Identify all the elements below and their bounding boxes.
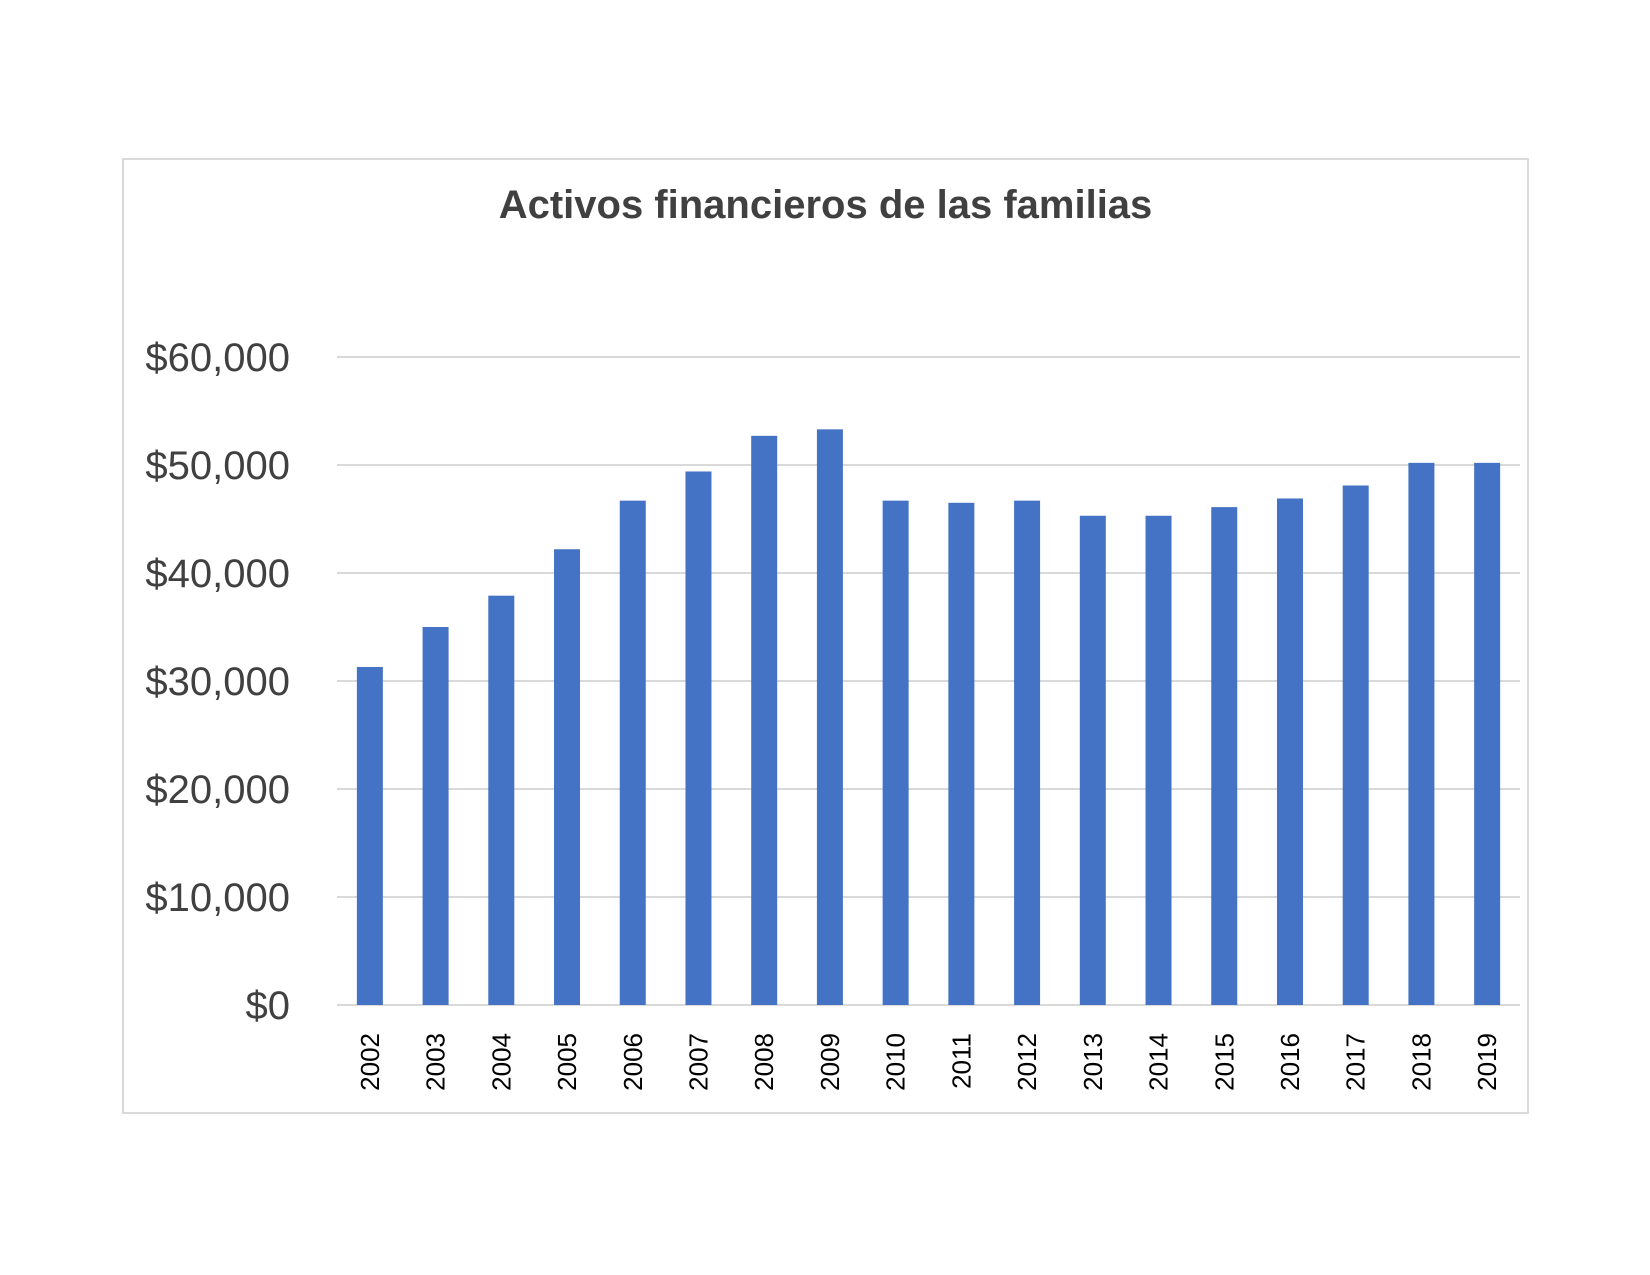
y-tick-label: $60,000 (145, 336, 290, 380)
x-tick-label: 2003 (421, 1033, 451, 1091)
bar-2018 (1408, 462, 1435, 1006)
y-tick-label: $30,000 (145, 660, 290, 704)
x-tick-label: 2007 (683, 1033, 713, 1091)
x-tick-label: 2012 (1012, 1033, 1042, 1091)
y-tick-label: $20,000 (145, 768, 290, 812)
chart-title: Activos financieros de las familias (498, 183, 1153, 227)
bar-2013 (1079, 515, 1106, 1005)
x-axis-ticks: 2002 2003 2004 2005 2006 2007 2008 2009 2010 2011… (355, 1033, 1502, 1091)
x-tick-label: 2011 (946, 1033, 976, 1089)
x-tick-label: 2006 (618, 1033, 648, 1091)
gridlines (337, 356, 1520, 1006)
x-tick-label: 2008 (749, 1033, 779, 1091)
y-tick-label: $50,000 (145, 444, 290, 488)
bar-2019 (1474, 462, 1501, 1006)
bar-2009 (816, 429, 843, 1005)
x-tick-label: 2004 (486, 1033, 516, 1091)
x-tick-label: 2002 (355, 1033, 385, 1091)
bar-2002 (356, 666, 383, 1005)
x-tick-label: 2013 (1078, 1033, 1108, 1091)
x-tick-label: 2010 (881, 1033, 911, 1091)
y-tick-label: $40,000 (145, 552, 290, 596)
x-tick-label: 2019 (1472, 1033, 1502, 1091)
x-tick-label: 2015 (1209, 1033, 1239, 1091)
bar-2003 (422, 627, 449, 1005)
x-tick-label: 2005 (552, 1033, 582, 1091)
bar-2008 (751, 435, 778, 1006)
bar-2012 (1014, 500, 1041, 1005)
x-tick-label: 2009 (815, 1033, 845, 1091)
x-tick-label: 2016 (1275, 1033, 1305, 1091)
bar-2011 (948, 502, 975, 1005)
bar-2006 (619, 500, 646, 1005)
x-tick-label: 2014 (1144, 1033, 1174, 1091)
x-tick-label: 2017 (1341, 1033, 1371, 1091)
bar-2004 (488, 595, 515, 1005)
bars (356, 429, 1501, 1006)
y-tick-label: $0 (246, 984, 291, 1028)
bar-2016 (1276, 498, 1303, 1005)
bar-2005 (554, 549, 581, 1005)
x-tick-label: 2018 (1406, 1033, 1436, 1091)
bar-2010 (882, 500, 909, 1005)
bar-2017 (1342, 485, 1369, 1005)
y-tick-label: $10,000 (145, 876, 290, 920)
bar-2007 (685, 471, 712, 1006)
y-axis-ticks: $0 $10,000 $20,000 $30,000 $40,000 $50,000 $60… (145, 336, 290, 1028)
bar-2014 (1145, 515, 1172, 1005)
bar-2015 (1211, 507, 1238, 1005)
